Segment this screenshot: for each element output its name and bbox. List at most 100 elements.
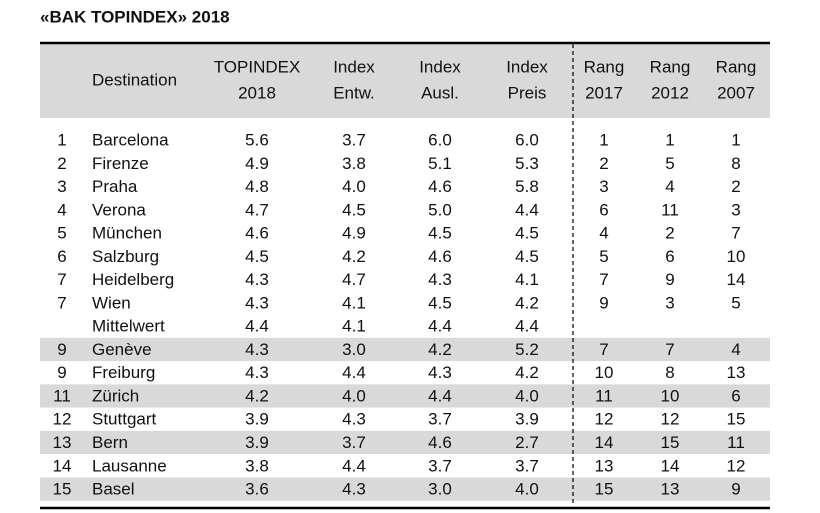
value-cell: 4.3 xyxy=(245,340,269,359)
value-cell: 9 xyxy=(665,270,674,289)
value-cell: 4.2 xyxy=(515,363,539,382)
value-cell: 4.4 xyxy=(428,386,452,405)
header-cell: Preis xyxy=(508,83,547,102)
value-cell: 14 xyxy=(727,270,746,289)
value-cell: 11 xyxy=(595,386,613,405)
value-cell: 4.5 xyxy=(428,293,452,312)
value-cell: 4 xyxy=(57,200,66,219)
row-shade xyxy=(40,337,770,362)
value-cell: 11 xyxy=(661,200,679,219)
value-cell: 4.0 xyxy=(342,177,366,196)
value-cell: 3.7 xyxy=(428,456,452,475)
destination-cell: Praha xyxy=(92,177,138,196)
value-cell: 4.0 xyxy=(515,480,539,499)
value-cell: 6 xyxy=(57,247,66,266)
value-cell: 3.7 xyxy=(428,410,452,429)
value-cell: 2.7 xyxy=(515,433,539,452)
value-cell: 3.0 xyxy=(342,340,366,359)
value-cell: 3.7 xyxy=(515,456,539,475)
value-cell: 2 xyxy=(731,177,740,196)
destination-cell: Barcelona xyxy=(92,130,169,149)
value-cell: 4.1 xyxy=(515,270,539,289)
value-cell: 4.3 xyxy=(428,363,452,382)
header-cell: Destination xyxy=(92,70,177,89)
value-cell: 3 xyxy=(665,293,674,312)
value-cell: 6.0 xyxy=(428,130,452,149)
value-cell: 4.4 xyxy=(342,363,366,382)
value-cell: 3 xyxy=(599,177,608,196)
value-cell: 4.7 xyxy=(342,270,366,289)
value-cell: 4.5 xyxy=(515,224,539,243)
value-cell: 4.1 xyxy=(342,293,366,312)
value-cell: 4.5 xyxy=(515,247,539,266)
value-cell: 4 xyxy=(599,224,608,243)
destination-cell: München xyxy=(92,224,162,243)
destination-cell: Firenze xyxy=(92,154,149,173)
value-cell: 1 xyxy=(665,130,674,149)
header-cell: 2018 xyxy=(238,83,276,102)
value-cell: 12 xyxy=(595,410,614,429)
value-cell: 3.7 xyxy=(342,433,366,452)
value-cell: 14 xyxy=(595,433,614,452)
value-cell: 1 xyxy=(731,130,740,149)
value-cell: 3.8 xyxy=(342,154,366,173)
value-cell: 4.9 xyxy=(342,224,366,243)
value-cell: 15 xyxy=(661,433,680,452)
destination-cell: Basel xyxy=(92,480,135,499)
value-cell: 4.3 xyxy=(245,270,269,289)
value-cell: 4.3 xyxy=(245,363,269,382)
value-cell: 7 xyxy=(57,270,66,289)
value-cell: 5.6 xyxy=(245,130,269,149)
value-cell: 4.4 xyxy=(245,317,269,336)
value-cell: 1 xyxy=(57,130,66,149)
destination-cell: Zürich xyxy=(92,386,139,405)
value-cell: 3.9 xyxy=(245,433,269,452)
destination-cell: Genève xyxy=(92,340,152,359)
value-cell: 4.4 xyxy=(428,317,452,336)
value-cell: 5.1 xyxy=(428,154,452,173)
header-cell: Index xyxy=(419,57,461,76)
value-cell: 2 xyxy=(599,154,608,173)
value-cell: 6.0 xyxy=(515,130,539,149)
value-cell: 3.0 xyxy=(428,480,452,499)
value-cell: 5 xyxy=(57,224,66,243)
value-cell: 13 xyxy=(53,433,72,452)
value-cell: 3 xyxy=(731,200,740,219)
value-cell: 4.2 xyxy=(515,293,539,312)
value-cell: 4.0 xyxy=(342,386,366,405)
value-cell: 11 xyxy=(53,386,71,405)
value-cell: 4.4 xyxy=(515,317,539,336)
value-cell: 5.3 xyxy=(515,154,539,173)
value-cell: 9 xyxy=(57,363,66,382)
value-cell: 4.3 xyxy=(342,410,366,429)
value-cell: 10 xyxy=(661,386,680,405)
value-cell: 2 xyxy=(665,224,674,243)
value-cell: 3.6 xyxy=(245,480,269,499)
value-cell: 4.6 xyxy=(245,224,269,243)
header-cell: Index xyxy=(506,57,548,76)
value-cell: 12 xyxy=(53,410,72,429)
value-cell: 8 xyxy=(665,363,674,382)
value-cell: 5.8 xyxy=(515,177,539,196)
value-cell: 5 xyxy=(731,293,740,312)
value-cell: 4.5 xyxy=(342,200,366,219)
value-cell: 3 xyxy=(57,177,66,196)
destination-cell: Freiburg xyxy=(92,363,155,382)
value-cell: 3.8 xyxy=(245,456,269,475)
value-cell: 3.9 xyxy=(515,410,539,429)
header-cell: Ausl. xyxy=(421,83,459,102)
value-cell: 12 xyxy=(661,410,680,429)
value-cell: 4.9 xyxy=(245,154,269,173)
value-cell: 13 xyxy=(595,456,614,475)
value-cell: 3.7 xyxy=(342,130,366,149)
value-cell: 4.4 xyxy=(515,200,539,219)
value-cell: 6 xyxy=(599,200,608,219)
value-cell: 14 xyxy=(661,456,680,475)
value-cell: 4.3 xyxy=(428,270,452,289)
value-cell: 4 xyxy=(731,340,740,359)
header-cell: 2012 xyxy=(651,83,689,102)
value-cell: 7 xyxy=(57,293,66,312)
header-cell: Rang xyxy=(584,57,625,76)
value-cell: 6 xyxy=(731,386,740,405)
